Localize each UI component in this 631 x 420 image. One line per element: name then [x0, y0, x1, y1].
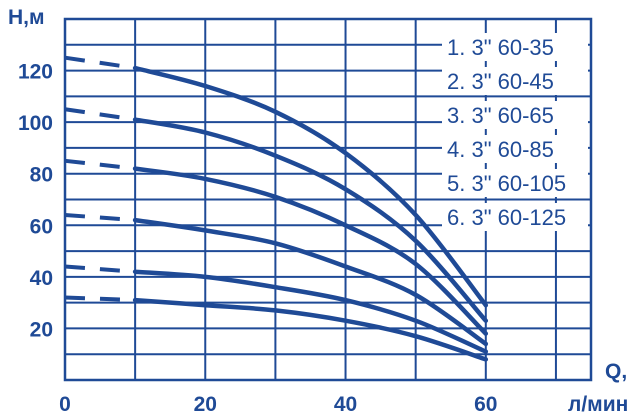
- y-tick-label: 120: [18, 61, 53, 84]
- legend-backing: [442, 33, 588, 61]
- legend-backing: [442, 135, 588, 163]
- series-2-line: [132, 269, 489, 354]
- series-4-line: [132, 166, 489, 336]
- y-axis-title: H,м: [8, 6, 45, 29]
- series-2-dashed: [64, 264, 136, 274]
- x-axis-title-line1: Q,: [605, 360, 627, 383]
- y-tick-label: 80: [30, 164, 53, 187]
- plot-frame: [63, 17, 593, 382]
- tick-labels: 0 20 40 60 20 40 60 80 100 120: [18, 61, 498, 416]
- series-6-line: [132, 65, 489, 308]
- legend-backing: [442, 203, 588, 231]
- series-6-dashed: [64, 55, 136, 70]
- y-tick-label: 100: [18, 112, 53, 135]
- legend-entry-1: 1. 3" 60-35: [447, 35, 554, 60]
- series-1-line: [132, 297, 489, 362]
- legend-backing: [442, 169, 588, 197]
- legend-entry-4: 4. 3" 60-85: [447, 137, 554, 162]
- legend-entry-6: 6. 3" 60-125: [447, 205, 566, 230]
- legend-entry-5: 5. 3" 60-105: [447, 171, 566, 196]
- dashed-extensions: [64, 55, 136, 303]
- x-tick-label: 40: [334, 393, 357, 416]
- series-3-dashed: [64, 212, 136, 223]
- x-tick-label: 0: [59, 393, 71, 416]
- y-tick-label: 20: [30, 318, 53, 341]
- series-5-line: [132, 117, 489, 323]
- x-tick-label: 60: [474, 393, 497, 416]
- x-axis-title-line2: л/мин: [568, 393, 628, 416]
- x-tick-label: 20: [194, 393, 217, 416]
- legend-entry-3: 3. 3" 60-65: [447, 103, 554, 128]
- legend-entry-2: 2. 3" 60-45: [447, 69, 554, 94]
- legend: 1. 3" 60-35 2. 3" 60-45 3. 3" 60-65 4. 3" 6…: [442, 33, 588, 231]
- y-tick-label: 60: [30, 215, 53, 238]
- curves: [132, 65, 489, 362]
- x-axis-title: Q, л/мин: [568, 360, 631, 416]
- legend-backing: [442, 101, 588, 129]
- series-5-dashed: [64, 107, 136, 122]
- legend-backing: [442, 67, 588, 95]
- series-1-dashed: [64, 295, 136, 303]
- series-3-line: [132, 217, 489, 347]
- y-tick-label: 40: [30, 267, 53, 290]
- series-4-dashed: [64, 158, 136, 171]
